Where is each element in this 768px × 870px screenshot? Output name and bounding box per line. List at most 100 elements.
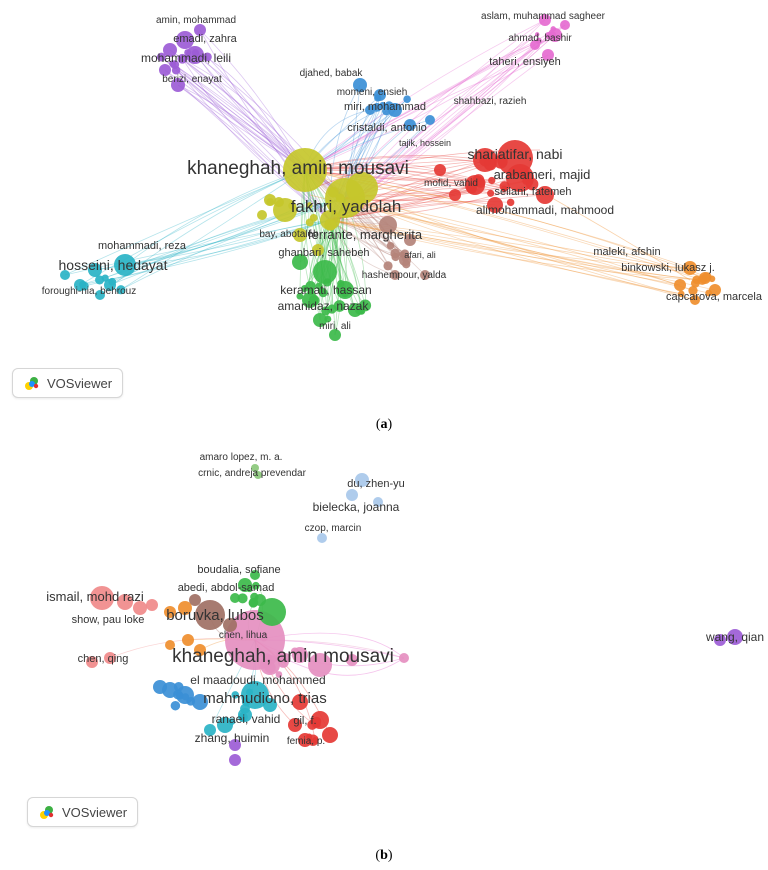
author-node[interactable]: [194, 644, 206, 656]
author-node[interactable]: [276, 650, 285, 659]
author-node[interactable]: [95, 290, 105, 300]
author-node[interactable]: [383, 261, 393, 271]
author-node[interactable]: [539, 14, 551, 26]
author-node[interactable]: [372, 102, 382, 112]
author-node[interactable]: [317, 533, 327, 543]
author-node[interactable]: [275, 671, 283, 678]
author-node[interactable]: [346, 654, 358, 666]
author-node[interactable]: [337, 280, 345, 288]
author-node[interactable]: [237, 593, 248, 604]
author-node[interactable]: [322, 727, 338, 743]
author-node[interactable]: [335, 193, 345, 203]
author-node[interactable]: [705, 289, 713, 297]
author-node[interactable]: [308, 653, 332, 677]
author-node[interactable]: [346, 172, 378, 204]
author-node[interactable]: [262, 653, 272, 663]
author-node[interactable]: [544, 31, 552, 39]
author-node[interactable]: [171, 65, 181, 75]
author-node[interactable]: [184, 49, 192, 57]
author-node[interactable]: [176, 691, 184, 700]
author-node[interactable]: [181, 693, 190, 701]
author-node[interactable]: [690, 295, 700, 305]
author-node[interactable]: [346, 489, 358, 501]
author-node[interactable]: [90, 586, 114, 610]
author-node[interactable]: [79, 281, 89, 291]
author-node[interactable]: [341, 289, 349, 298]
author-node[interactable]: [116, 285, 126, 295]
author-node[interactable]: [229, 739, 241, 751]
author-node[interactable]: [146, 599, 158, 611]
author-node[interactable]: [250, 570, 260, 580]
author-node[interactable]: [307, 719, 318, 730]
author-node[interactable]: [296, 292, 304, 300]
author-node[interactable]: [306, 202, 313, 209]
author-node[interactable]: [308, 295, 320, 306]
author-node[interactable]: [714, 634, 726, 646]
author-node[interactable]: [156, 52, 166, 62]
author-node[interactable]: [324, 315, 332, 323]
author-node[interactable]: [373, 497, 383, 507]
author-node[interactable]: [263, 698, 277, 712]
author-node[interactable]: [317, 287, 326, 295]
author-node[interactable]: [534, 32, 540, 37]
author-node[interactable]: [133, 601, 147, 615]
author-node[interactable]: [258, 598, 286, 626]
author-node[interactable]: [254, 471, 262, 479]
author-node[interactable]: [229, 754, 241, 766]
author-node[interactable]: [327, 186, 339, 198]
author-node[interactable]: [165, 640, 175, 650]
author-node[interactable]: [178, 601, 192, 615]
author-node[interactable]: [487, 189, 495, 197]
author-node[interactable]: [311, 737, 319, 744]
author-node[interactable]: [164, 606, 176, 618]
author-node[interactable]: [403, 95, 411, 103]
author-node[interactable]: [153, 680, 167, 694]
author-node[interactable]: [290, 647, 299, 656]
author-node[interactable]: [390, 270, 400, 280]
author-node[interactable]: [386, 241, 395, 250]
author-node[interactable]: [525, 177, 539, 191]
author-node[interactable]: [246, 688, 253, 696]
author-node[interactable]: [171, 78, 185, 92]
author-node[interactable]: [251, 581, 260, 590]
author-node[interactable]: [313, 313, 327, 327]
author-node[interactable]: [230, 593, 240, 603]
author-node[interactable]: [231, 691, 240, 699]
author-node[interactable]: [264, 662, 276, 674]
author-node[interactable]: [104, 652, 116, 664]
author-node[interactable]: [355, 473, 369, 487]
author-node[interactable]: [182, 634, 194, 646]
author-node[interactable]: [223, 618, 237, 632]
author-node[interactable]: [400, 249, 410, 258]
author-node[interactable]: [246, 585, 253, 593]
author-node[interactable]: [404, 234, 416, 246]
author-node[interactable]: [506, 198, 515, 207]
author-node[interactable]: [186, 696, 196, 706]
author-node[interactable]: [488, 176, 496, 185]
author-node[interactable]: [324, 218, 337, 231]
author-node[interactable]: [708, 275, 716, 283]
author-node[interactable]: [273, 196, 284, 208]
author-node[interactable]: [677, 290, 685, 298]
author-node[interactable]: [117, 594, 133, 610]
author-node[interactable]: [60, 270, 70, 280]
author-node[interactable]: [189, 594, 201, 606]
author-node[interactable]: [194, 24, 206, 36]
author-node[interactable]: [312, 244, 324, 256]
author-node[interactable]: [260, 633, 268, 642]
author-node[interactable]: [114, 254, 136, 276]
author-node[interactable]: [550, 26, 556, 32]
author-node[interactable]: [402, 260, 411, 269]
author-node[interactable]: [266, 198, 275, 206]
author-node[interactable]: [535, 37, 542, 44]
author-node[interactable]: [727, 629, 743, 645]
author-node[interactable]: [257, 210, 267, 220]
author-node[interactable]: [323, 278, 332, 287]
author-node[interactable]: [288, 201, 297, 210]
author-node[interactable]: [108, 277, 117, 286]
author-node[interactable]: [560, 20, 570, 30]
author-node[interactable]: [487, 197, 503, 213]
author-node[interactable]: [288, 718, 302, 732]
author-node[interactable]: [382, 106, 391, 116]
author-node[interactable]: [228, 718, 236, 725]
